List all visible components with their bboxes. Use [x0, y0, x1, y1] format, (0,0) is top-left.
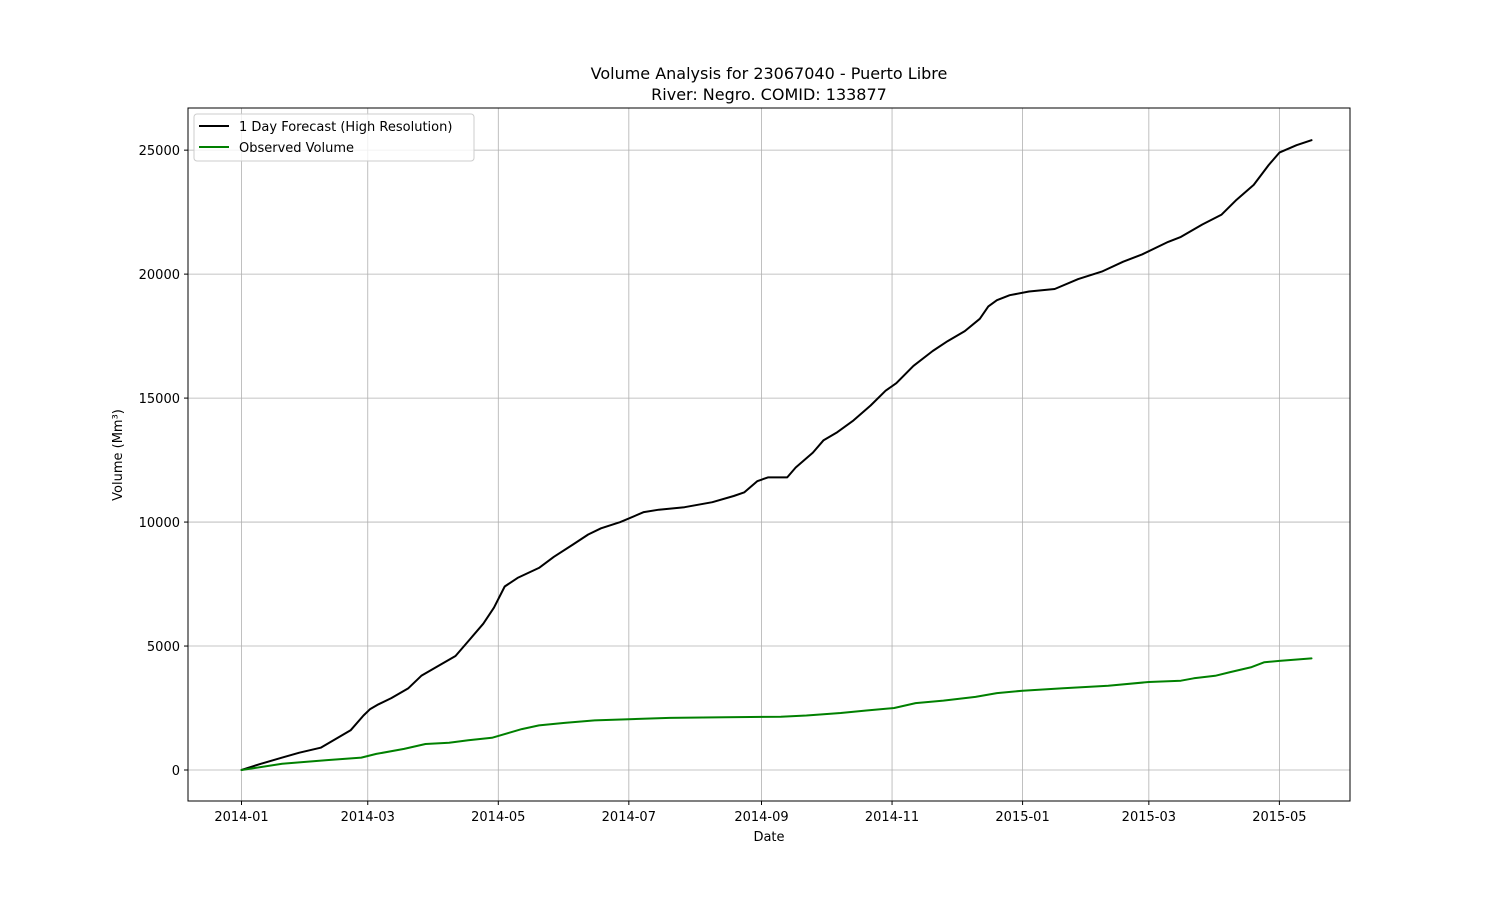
y-tick-label: 20000	[139, 268, 180, 283]
chart-subtitle: River: Negro. COMID: 133877	[651, 85, 887, 104]
x-tick-label: 2014-07	[602, 810, 656, 825]
series-line-observed	[240, 657, 1313, 771]
x-tick-label: 2014-03	[341, 810, 395, 825]
x-tick-label: 2014-05	[471, 810, 525, 825]
chart-title: Volume Analysis for 23067040 - Puerto Li…	[591, 64, 948, 83]
legend-box	[193, 113, 475, 162]
x-tick-label: 2015-05	[1252, 810, 1306, 825]
x-tick-label: 2014-09	[734, 810, 788, 825]
y-axis-label: Volume (Mm³)	[111, 409, 126, 501]
plot-area-frame	[187, 107, 1351, 802]
y-tick-label: 5000	[147, 640, 180, 655]
x-tick-label: 2015-03	[1122, 810, 1176, 825]
x-tick-label: 2014-01	[214, 810, 268, 825]
series-line-forecast	[240, 139, 1313, 771]
axis-ticks: 2014-01 2014-03 2014-05 2014-07 2014-09 2014-…	[139, 144, 1307, 825]
x-tick-label: 2015-01	[995, 810, 1049, 825]
grid-lines	[188, 108, 1350, 801]
x-tick-label: 2014-11	[865, 810, 919, 825]
y-tick-label: 15000	[139, 392, 180, 407]
y-tick-label: 0	[172, 764, 180, 779]
y-tick-label: 25000	[139, 144, 180, 159]
x-axis-label: Date	[753, 830, 784, 845]
legend-label-forecast: 1 Day Forecast (High Resolution)	[239, 120, 452, 135]
legend-label-observed: Observed Volume	[239, 141, 354, 156]
series-layer	[240, 139, 1313, 771]
y-tick-label: 10000	[139, 516, 180, 531]
legend: 1 Day Forecast (High Resolution) Observe…	[193, 113, 475, 162]
